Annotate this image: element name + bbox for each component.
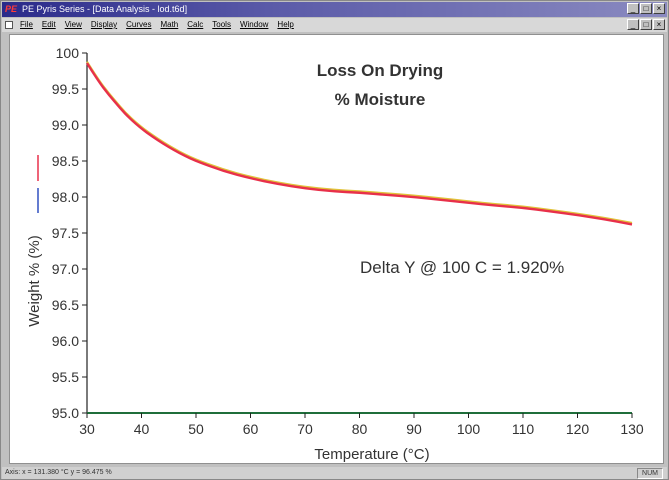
document-controls: _ □ × xyxy=(627,19,665,30)
y-tick-label: 95.5 xyxy=(52,369,79,385)
window-title: PE Pyris Series - [Data Analysis - lod.t… xyxy=(22,4,188,14)
x-tick-label: 60 xyxy=(243,421,259,437)
status-bar: Axis: x = 131.380 °C y = 96.475 % NUM xyxy=(2,467,667,479)
x-tick-label: 50 xyxy=(188,421,204,437)
minimize-button[interactable]: _ xyxy=(627,3,639,14)
menu-view[interactable]: View xyxy=(64,20,82,29)
x-tick-label: 100 xyxy=(457,421,481,437)
num-lock-indicator: NUM xyxy=(637,468,663,479)
maximize-button[interactable]: □ xyxy=(640,3,652,14)
menu-calc[interactable]: Calc xyxy=(187,20,204,29)
x-tick-label: 120 xyxy=(566,421,590,437)
doc-close-button[interactable]: × xyxy=(653,19,665,30)
window-controls: _ □ × xyxy=(627,3,665,14)
x-tick-label: 130 xyxy=(620,421,644,437)
x-tick-label: 40 xyxy=(134,421,150,437)
weight-curve[interactable] xyxy=(85,62,633,226)
x-axis-label: Temperature (°C) xyxy=(314,446,429,463)
y-axis-label: Weight % (%) xyxy=(26,235,43,326)
menu-curves[interactable]: Curves xyxy=(126,20,152,29)
x-tick-label: 80 xyxy=(352,421,368,437)
menu-window[interactable]: Window xyxy=(239,20,269,29)
chart-curves[interactable] xyxy=(85,61,633,226)
delta-y-annotation: Delta Y @ 100 C = 1.920% xyxy=(360,258,564,277)
menu-math[interactable]: Math xyxy=(160,20,179,29)
menu-items: File Edit View Display Curves Math Calc … xyxy=(20,18,294,32)
y-tick-label: 98.0 xyxy=(52,189,79,205)
app-logo: PE xyxy=(5,4,18,14)
y-tick-label: 97.5 xyxy=(52,225,79,241)
plot-area[interactable]: 95.0 95.5 96.0 96.5 97.0 97.5 98.0 98.5 99.0 99.5… xyxy=(9,34,664,464)
chart-title: Loss On Drying xyxy=(317,61,444,80)
menu-help[interactable]: Help xyxy=(277,20,294,29)
y-tick-label: 99.0 xyxy=(52,117,79,133)
menu-edit[interactable]: Edit xyxy=(41,20,56,29)
menu-tools[interactable]: Tools xyxy=(212,20,231,29)
menu-file[interactable]: File xyxy=(20,20,33,29)
y-tick-label: 96.0 xyxy=(52,333,79,349)
menu-display[interactable]: Display xyxy=(90,20,118,29)
x-tick-label: 30 xyxy=(79,421,95,437)
doc-maximize-button[interactable]: □ xyxy=(640,19,652,30)
menu-bar: File Edit View Display Curves Math Calc … xyxy=(2,18,667,32)
y-tick-label: 98.5 xyxy=(52,153,79,169)
y-tick-label: 99.5 xyxy=(52,81,79,97)
x-tick-label: 110 xyxy=(512,421,535,437)
chart-ticks: 95.0 95.5 96.0 96.5 97.0 97.5 98.0 98.5 99.0 99.5… xyxy=(52,45,644,437)
curve-highlight xyxy=(86,61,633,224)
doc-minimize-button[interactable]: _ xyxy=(627,19,639,30)
close-button[interactable]: × xyxy=(653,3,665,14)
y-tick-label: 100 xyxy=(56,45,80,61)
tga-chart[interactable]: 95.0 95.5 96.0 96.5 97.0 97.5 98.0 98.5 99.0 99.5… xyxy=(10,35,663,463)
title-bar[interactable]: PE PE Pyris Series - [Data Analysis - lo… xyxy=(2,2,667,17)
y-tick-label: 95.0 xyxy=(52,405,79,421)
chart-subtitle: % Moisture xyxy=(335,90,426,109)
x-tick-label: 90 xyxy=(406,421,422,437)
document-icon[interactable] xyxy=(5,21,13,29)
x-tick-label: 70 xyxy=(297,421,313,437)
cursor-coordinates: Axis: x = 131.380 °C y = 96.475 % xyxy=(5,469,112,476)
y-tick-label: 96.5 xyxy=(52,297,79,313)
y-tick-label: 97.0 xyxy=(52,261,79,277)
